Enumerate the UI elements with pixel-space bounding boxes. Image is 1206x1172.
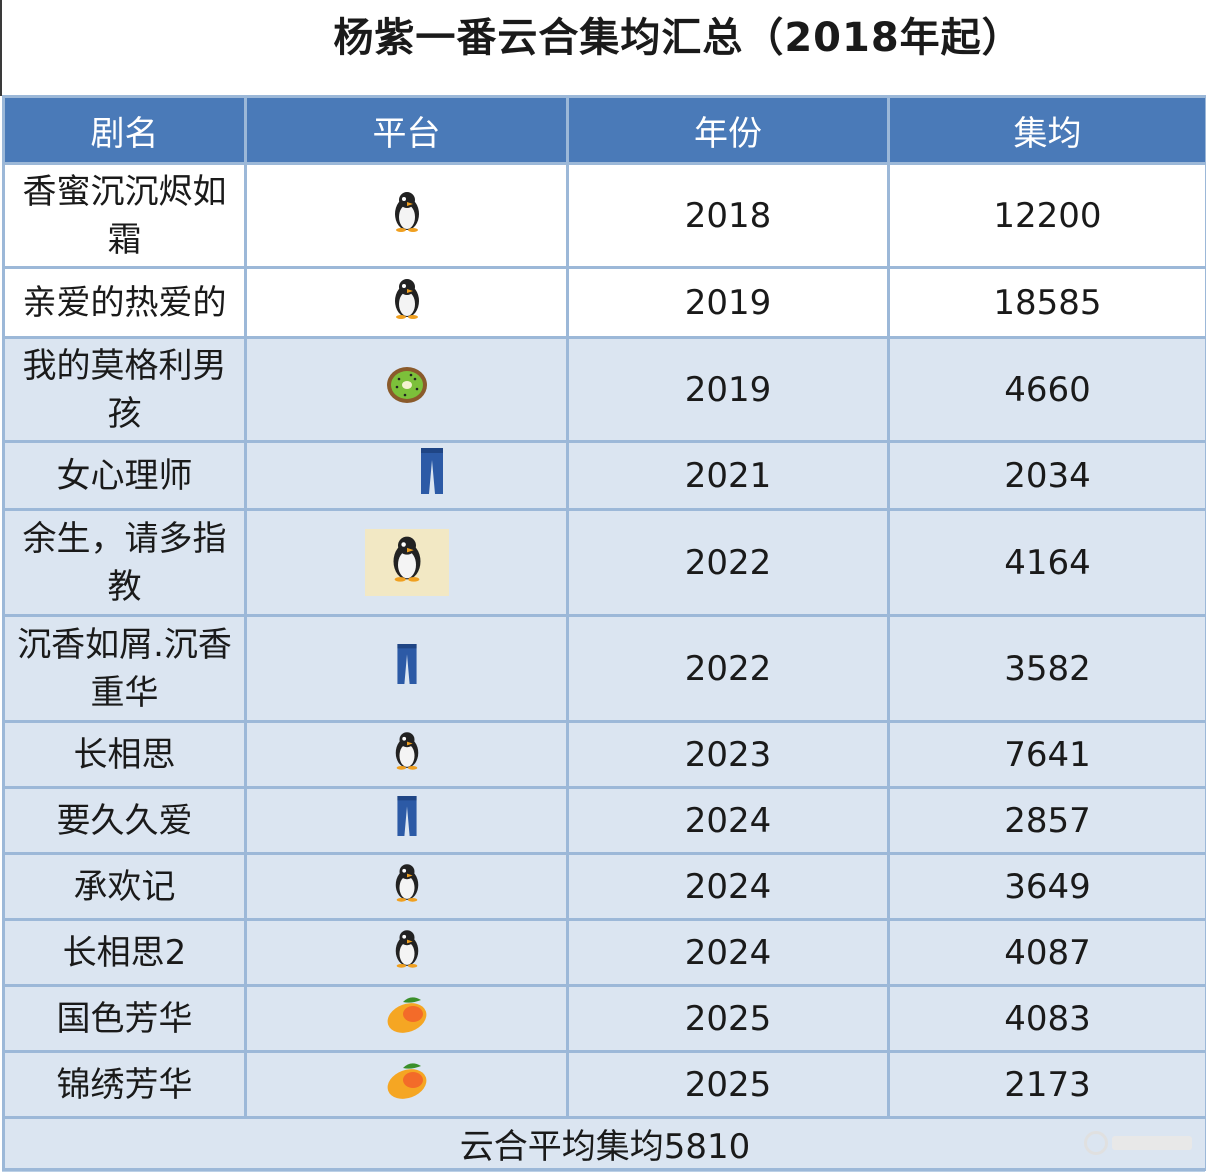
year-cell: 2021: [566, 440, 890, 511]
avg-cell: 2173: [887, 1050, 1206, 1119]
year-cell: 2019: [566, 336, 890, 443]
header-cell-name: 剧名: [2, 95, 247, 165]
platform-cell: [244, 508, 569, 617]
drama-name: 我的莫格利男孩: [2, 336, 247, 443]
header-cell-avg: 集均: [887, 95, 1206, 165]
drama-name: 亲爱的热爱的: [2, 266, 247, 339]
platform-cell: [244, 852, 569, 921]
platform-cell: [244, 336, 569, 443]
avg-cell: 4087: [887, 918, 1206, 987]
penguin-icon: [391, 277, 423, 328]
table-row: 我的莫格利男孩 2019 4660: [2, 336, 1206, 443]
table-row: 国色芳华 2025 4083: [2, 984, 1206, 1053]
kiwi-icon: [385, 365, 429, 414]
watermark-bar: [1112, 1136, 1192, 1150]
jeans-icon: [395, 644, 419, 693]
jeans-icon: [395, 796, 419, 845]
table-row: 锦绣芳华 2025 2173: [2, 1050, 1206, 1119]
year-cell: 2024: [566, 852, 890, 921]
watermark-logo-icon: [1084, 1131, 1108, 1155]
header-cell-platform: 平台: [244, 95, 569, 165]
avg-cell: 3582: [887, 614, 1206, 723]
table-row: 长相思2 2024 4087: [2, 918, 1206, 987]
table-row: 女心理师 2021 2034: [2, 440, 1206, 511]
mango-icon: [385, 994, 429, 1043]
drama-name: 承欢记: [2, 852, 247, 921]
avg-cell: 4083: [887, 984, 1206, 1053]
summary-table-wrapper: 剧名 平台 年份 集均 香蜜沉沉烬如霜 2018 12200 亲爱的热爱的 20…: [2, 95, 1206, 1172]
drama-name: 要久久爱: [2, 786, 247, 855]
platform-cell: [244, 266, 569, 339]
platform-cell: [244, 786, 569, 855]
year-cell: 2024: [566, 786, 890, 855]
drama-name: 锦绣芳华: [2, 1050, 247, 1119]
avg-cell: 18585: [887, 266, 1206, 339]
watermark: [1084, 1130, 1192, 1156]
table-row: 承欢记 2024 3649: [2, 852, 1206, 921]
avg-cell: 12200: [887, 162, 1206, 269]
platform-cell: [244, 162, 569, 269]
penguin-icon: [364, 529, 449, 596]
table-row: 亲爱的热爱的 2019 18585: [2, 266, 1206, 339]
penguin-icon: [392, 862, 422, 911]
year-cell: 2018: [566, 162, 890, 269]
platform-cell: [244, 614, 569, 723]
mango-icon: [385, 1060, 429, 1109]
header-cell-year: 年份: [566, 95, 890, 165]
drama-name: 香蜜沉沉烬如霜: [2, 162, 247, 269]
penguin-icon: [392, 730, 422, 779]
drama-name: 长相思: [2, 720, 247, 789]
page-title: 杨紫一番云合集均汇总（2018年起）: [333, 15, 1023, 61]
table-row: 余生，请多指教 2022 4164: [2, 508, 1206, 617]
table-row: 要久久爱 2024 2857: [2, 786, 1206, 855]
avg-cell: 4164: [887, 508, 1206, 617]
year-cell: 2025: [566, 1050, 890, 1119]
table-row: 长相思 2023 7641: [2, 720, 1206, 789]
avg-cell: 3649: [887, 852, 1206, 921]
drama-name: 长相思2: [2, 918, 247, 987]
drama-name: 余生，请多指教: [2, 508, 247, 617]
footer-average: 云合平均集均5810: [2, 1116, 1206, 1171]
table-row: 沉香如屑.沉香重华 2022 3582: [2, 614, 1206, 723]
header-row: 剧名 平台 年份 集均: [2, 95, 1206, 165]
year-cell: 2024: [566, 918, 890, 987]
platform-cell: [244, 918, 569, 987]
avg-cell: 4660: [887, 336, 1206, 443]
jeans-icon: [419, 448, 445, 503]
year-cell: 2023: [566, 720, 890, 789]
avg-cell: 7641: [887, 720, 1206, 789]
year-cell: 2019: [566, 266, 890, 339]
penguin-icon: [391, 190, 423, 241]
penguin-icon: [392, 928, 422, 977]
drama-name: 国色芳华: [2, 984, 247, 1053]
year-cell: 2022: [566, 614, 890, 723]
table-row: 香蜜沉沉烬如霜 2018 12200: [2, 162, 1206, 269]
year-cell: 2025: [566, 984, 890, 1053]
summary-table: 剧名 平台 年份 集均 香蜜沉沉烬如霜 2018 12200 亲爱的热爱的 20…: [2, 95, 1206, 1171]
year-cell: 2022: [566, 508, 890, 617]
drama-name: 沉香如屑.沉香重华: [2, 614, 247, 723]
avg-cell: 2857: [887, 786, 1206, 855]
footer-row: 云合平均集均5810: [2, 1116, 1206, 1171]
drama-name: 女心理师: [2, 440, 247, 511]
left-border: [0, 0, 2, 96]
platform-cell: [244, 720, 569, 789]
platform-cell: [244, 1050, 569, 1119]
platform-cell: [244, 984, 569, 1053]
platform-cell: [244, 440, 569, 511]
avg-cell: 2034: [887, 440, 1206, 511]
